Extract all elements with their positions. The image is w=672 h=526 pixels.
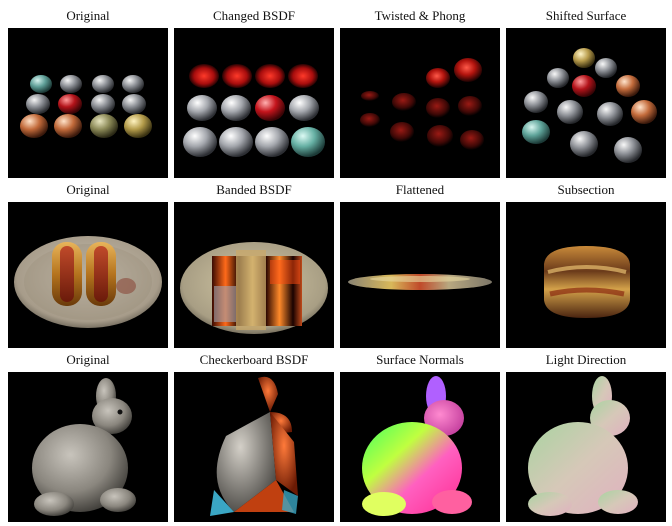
hotdog-banded-bsdf-image xyxy=(174,202,334,348)
panel-r2c2: Banded BSDF xyxy=(174,180,334,348)
spheres-shifted-surface-image xyxy=(506,28,666,178)
render-hotdog-subsection xyxy=(506,202,666,348)
render-hotdog-flattened xyxy=(340,202,500,348)
panel-caption: Original xyxy=(66,8,110,23)
spheres-original-image xyxy=(8,28,168,178)
render-spheres-original xyxy=(8,28,168,178)
panel-r2c1: Original xyxy=(8,180,168,348)
panel-caption: Banded BSDF xyxy=(216,182,292,197)
panel-caption: Light Direction xyxy=(545,352,627,367)
panel-r3c4: Light Direction xyxy=(506,350,666,522)
hotdog-original-image xyxy=(8,202,168,348)
panel-r2c3: Flattened xyxy=(340,180,500,348)
bunny-checkerboard-bsdf-image xyxy=(174,372,334,522)
render-hotdog-banded-bsdf xyxy=(174,202,334,348)
panel-r3c3: Surface Normals xyxy=(340,350,500,522)
bunny-original-image xyxy=(8,372,168,522)
bunny-surface-normals-image xyxy=(340,372,500,522)
hotdog-subsection-image xyxy=(506,202,666,348)
panel-r2c4: Subsection xyxy=(506,180,666,348)
render-bunny-light-direction xyxy=(506,372,666,522)
render-bunny-surface-normals xyxy=(340,372,500,522)
panel-r1c1: Original xyxy=(8,6,168,178)
panel-caption: Checkerboard BSDF xyxy=(199,352,309,367)
render-spheres-twisted-phong xyxy=(340,28,500,178)
spheres-changed-bsdf-image xyxy=(174,28,334,178)
panel-caption: Subsection xyxy=(557,182,615,197)
panel-r1c2: Changed BSDF xyxy=(174,6,334,178)
render-spheres-shifted-surface xyxy=(506,28,666,178)
panel-caption: Flattened xyxy=(395,182,445,197)
panel-caption: Original xyxy=(66,182,110,197)
panel-r3c1: Original xyxy=(8,350,168,522)
spheres-twisted-phong-image xyxy=(340,28,500,178)
hotdog-flattened-image xyxy=(340,202,500,348)
render-hotdog-original xyxy=(8,202,168,348)
panel-caption: Surface Normals xyxy=(376,352,464,367)
render-bunny-original xyxy=(8,372,168,522)
panel-r1c4: Shifted Surface xyxy=(506,6,666,178)
panel-caption: Original xyxy=(66,352,110,367)
panel-r3c2: Checkerboard BSDF xyxy=(174,350,334,522)
panel-caption: Changed BSDF xyxy=(213,8,295,23)
panel-caption: Twisted & Phong xyxy=(374,8,466,23)
panel-caption: Shifted Surface xyxy=(545,8,627,23)
panel-r1c3: Twisted & Phong xyxy=(340,6,500,178)
render-spheres-changed-bsdf xyxy=(174,28,334,178)
bunny-light-direction-image xyxy=(506,372,666,522)
render-bunny-checkerboard-bsdf xyxy=(174,372,334,522)
